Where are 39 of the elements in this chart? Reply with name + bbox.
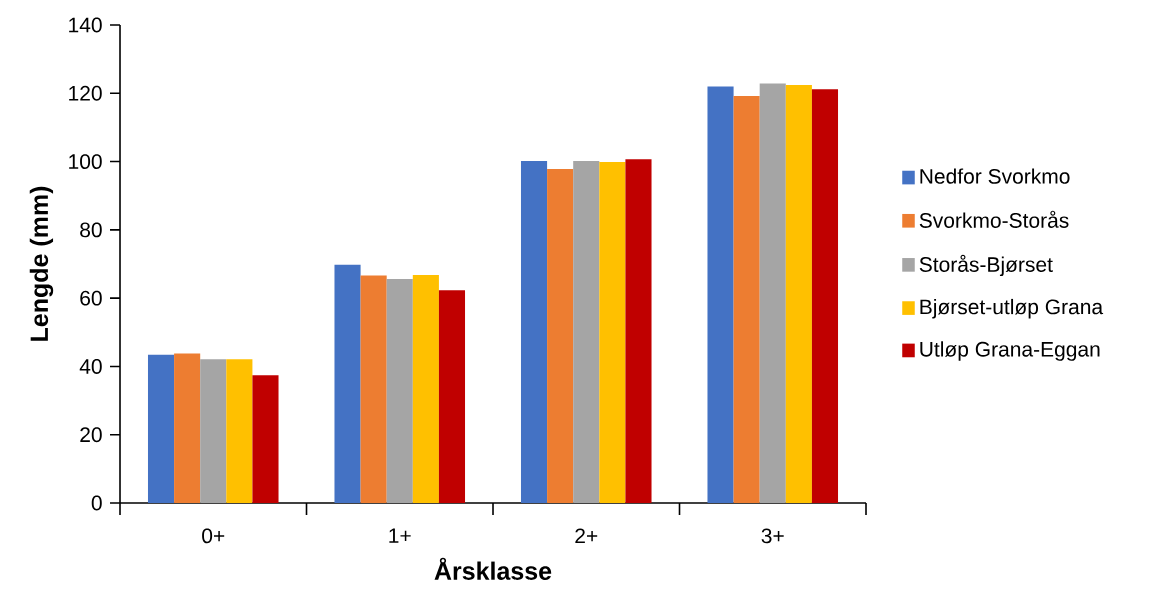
- x-axis-title: Årsklasse: [434, 557, 552, 580]
- bar: [573, 160, 600, 503]
- bar: [438, 290, 466, 503]
- y-tick-label: 40: [79, 359, 102, 374]
- y-tick-label: 120: [69, 85, 102, 101]
- bar: [520, 160, 548, 503]
- bar: [733, 96, 760, 503]
- legend-label: Bjørset-utløp Grana: [920, 298, 1104, 319]
- legend-label: Utløp Grana-Eggan: [920, 341, 1100, 361]
- x-tick-label: 3+: [761, 528, 784, 544]
- y-tick-label: 140: [69, 17, 102, 33]
- bar: [386, 279, 413, 503]
- bar: [412, 274, 439, 503]
- bar: [625, 159, 652, 503]
- bar: [599, 161, 626, 503]
- y-tick-label: 60: [80, 290, 102, 306]
- bar: [707, 86, 734, 503]
- legend-label: Nedfor Svorkmo: [920, 168, 1070, 184]
- y-tick-label: 20: [80, 427, 102, 443]
- bar: [147, 354, 175, 503]
- bar: [226, 359, 253, 503]
- x-tick-label: 0+: [202, 528, 225, 544]
- bar: [334, 264, 361, 503]
- bar: [174, 353, 201, 503]
- bar: [811, 89, 839, 503]
- y-tick-label: 100: [69, 154, 102, 170]
- x-tick-label: 2+: [575, 528, 598, 544]
- x-tick-label: 1+: [389, 528, 411, 543]
- y-tick-label: 80: [80, 222, 102, 238]
- legend-label: Svorkmo-Storås: [919, 210, 1069, 228]
- bar: [360, 275, 387, 503]
- bar: [252, 375, 279, 503]
- bar: [785, 85, 812, 503]
- legend-label: Storås-Bjørset: [919, 254, 1053, 277]
- bar: [759, 83, 786, 503]
- bar: [200, 359, 227, 503]
- y-axis-title: Lengde (mm): [29, 186, 54, 341]
- y-tick-label: 0: [91, 495, 102, 511]
- bar: [547, 169, 574, 503]
